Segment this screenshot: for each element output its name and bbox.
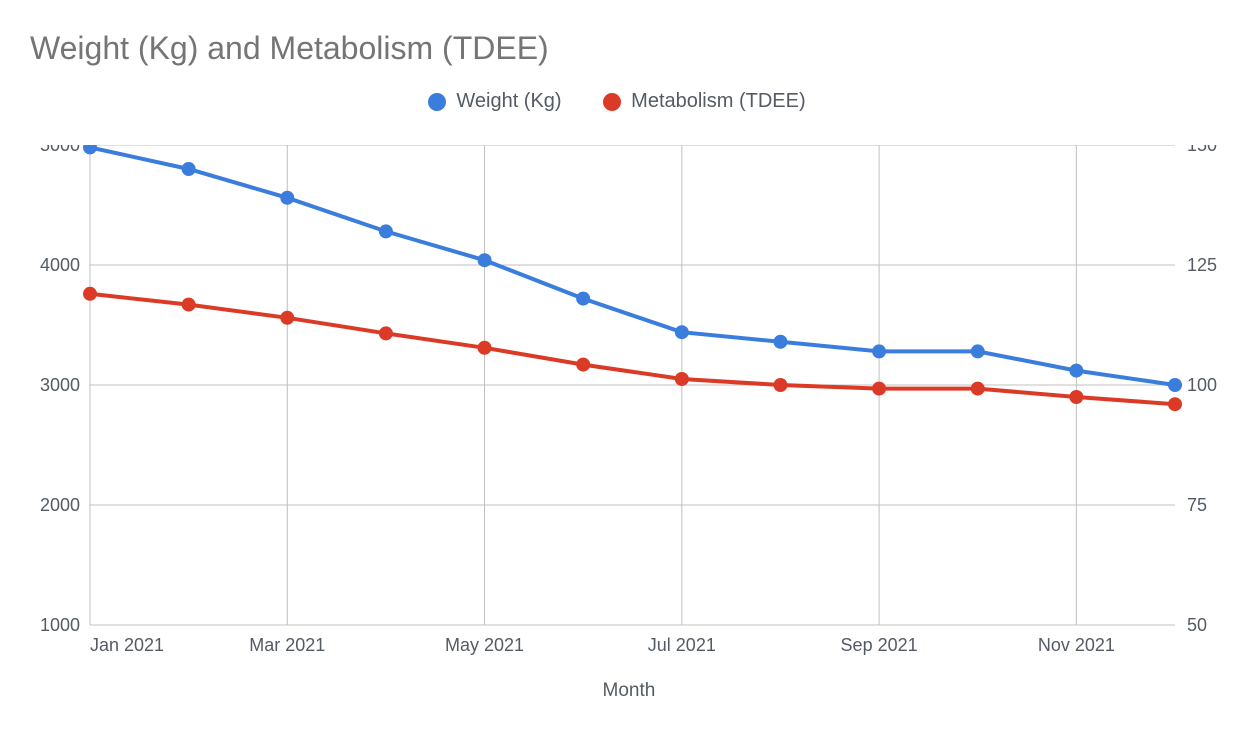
y-right-tick-label: 150: [1187, 145, 1217, 155]
y-left-tick-label: 2000: [40, 495, 80, 515]
chart-title: Weight (Kg) and Metabolism (TDEE): [30, 30, 549, 67]
series-weight-kg-: [83, 145, 1182, 392]
x-tick-label: Jul 2021: [648, 635, 716, 655]
legend-swatch-metabolism: [603, 93, 621, 111]
legend-label-metabolism: Metabolism (TDEE): [631, 90, 805, 113]
plot-area: 1000 2000 3000 4000 5000 50 75 100 125 150 Jan 202…: [30, 145, 1234, 665]
x-axis-title: Month: [603, 680, 656, 702]
legend-item-weight: Weight (Kg): [428, 90, 561, 113]
y-right-tick-label: 50: [1187, 615, 1207, 635]
y-left-tick-label: 4000: [40, 255, 80, 275]
legend: Weight (Kg) Metabolism (TDEE): [0, 90, 1234, 117]
series-metabolism-tdee-: [83, 287, 1182, 411]
chart-container: Weight (Kg) and Metabolism (TDEE) Weight…: [0, 0, 1234, 742]
y-left-tick-label: 1000: [40, 615, 80, 635]
y-left-tick-label: 5000: [40, 145, 80, 155]
legend-item-metabolism: Metabolism (TDEE): [603, 90, 805, 113]
x-tick-label: Nov 2021: [1038, 635, 1115, 655]
y-left-tick-label: 3000: [40, 375, 80, 395]
x-tick-label: May 2021: [445, 635, 524, 655]
x-tick-label: Jan 2021: [90, 635, 164, 655]
x-tick-label: Mar 2021: [249, 635, 325, 655]
legend-label-weight: Weight (Kg): [456, 90, 561, 113]
y-right-tick-label: 100: [1187, 375, 1217, 395]
y-right-tick-label: 75: [1187, 495, 1207, 515]
legend-swatch-weight: [428, 93, 446, 111]
x-tick-label: Sep 2021: [841, 635, 918, 655]
y-right-tick-label: 125: [1187, 255, 1217, 275]
